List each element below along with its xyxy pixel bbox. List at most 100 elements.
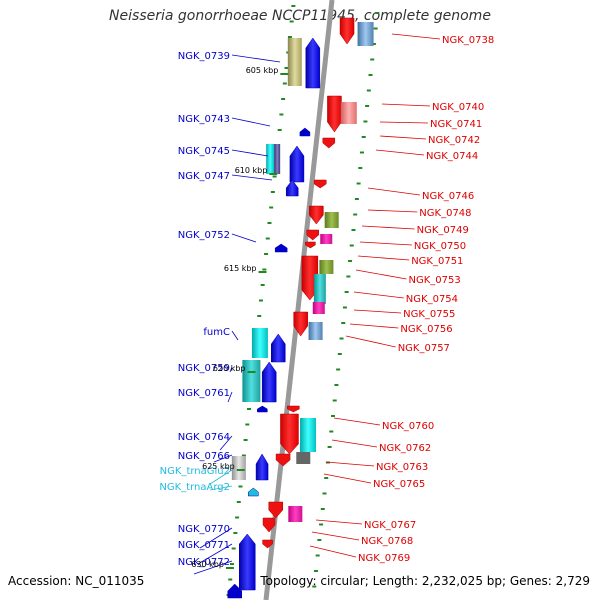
forward-gene-block xyxy=(266,144,275,174)
reverse-gene-block xyxy=(308,322,323,340)
reverse-gene-arrow xyxy=(287,405,300,413)
right-leader-line xyxy=(345,335,396,348)
right-leader-line xyxy=(367,209,418,213)
right-gene-label: NGK_0754 xyxy=(406,294,458,305)
left-leader-line xyxy=(213,454,233,463)
right-leader-line xyxy=(355,269,407,280)
left-gene-label: fumC xyxy=(203,327,230,338)
left-leader-line xyxy=(231,174,273,181)
right-leader-line xyxy=(357,255,410,261)
reverse-gene-block xyxy=(312,302,325,314)
tick-marks xyxy=(226,5,380,596)
forward-gene-arrow xyxy=(261,361,277,403)
right-gene-label: NGK_0757 xyxy=(398,343,450,354)
left-gene-label: NGK_trnaGlu2 xyxy=(160,466,230,477)
right-gene-label: NGK_0740 xyxy=(432,102,484,113)
left-leader-line xyxy=(231,330,239,341)
forward-gene-arrow xyxy=(248,487,259,497)
kbp-label: 615 kbp xyxy=(224,264,257,273)
forward-gene-arrow xyxy=(274,243,288,253)
left-leader-line xyxy=(229,366,233,373)
reverse-gene-arrow xyxy=(275,453,291,467)
left-leader-line xyxy=(209,485,233,491)
reverse-gene-arrow xyxy=(322,137,336,149)
kbp-label: 605 kbp xyxy=(246,66,279,75)
forward-gene-arrow xyxy=(257,405,268,413)
right-gene-label: NGK_0750 xyxy=(414,241,466,252)
left-gene-label: NGK_0771 xyxy=(178,540,230,551)
left-gene-label: NGK_0739 xyxy=(178,51,230,62)
kbp-label: 625 kbp xyxy=(202,462,235,471)
right-gene-label: NGK_0760 xyxy=(382,421,434,432)
forward-gene-arrow xyxy=(227,583,243,599)
left-gene-label: NGK_0745 xyxy=(178,146,230,157)
right-leader-line xyxy=(331,439,378,448)
forward-gene-block xyxy=(231,456,246,480)
right-gene-label: NGK_0769 xyxy=(358,553,410,564)
forward-gene-arrow xyxy=(271,333,286,363)
left-leader-line xyxy=(231,54,281,63)
left-gene-label: NGK_0766 xyxy=(178,451,230,462)
left-leader-line xyxy=(231,149,269,157)
left-gene-label: NGK_trnaArg2 xyxy=(159,482,230,493)
left-leader-line xyxy=(231,117,271,127)
reverse-gene-arrow xyxy=(327,95,342,133)
right-gene-label: NGK_0767 xyxy=(364,520,416,531)
accession-text: Accession: NC_011035 xyxy=(8,574,145,588)
reverse-gene-block xyxy=(320,234,333,244)
position-marks: 605 kbp 610 kbp 615 kbp 620 kbp 625 kbp 630 k… xyxy=(191,66,289,569)
reverse-gene-arrow xyxy=(293,311,308,337)
forward-gene-block xyxy=(242,360,261,402)
reverse-gene-arrow xyxy=(301,255,319,301)
forward-gene-block xyxy=(274,144,281,174)
reverse-gene-arrow xyxy=(306,229,319,241)
topology-text: Topology: circular; Length: 2,232,025 bp… xyxy=(260,574,590,588)
right-leader-line xyxy=(311,531,360,541)
right-leader-line xyxy=(361,225,415,230)
left-leader-line xyxy=(227,391,233,403)
right-gene-label: NGK_0755 xyxy=(403,309,455,320)
reverse-gene-arrow xyxy=(313,179,327,189)
right-gene-label: NGK_0751 xyxy=(411,256,463,267)
reverse-gene-block xyxy=(313,274,326,304)
right-leader-line xyxy=(367,187,421,196)
reverse-gene-block xyxy=(300,418,317,452)
reverse-gene-arrow xyxy=(280,413,299,455)
reverse-gene-block xyxy=(357,22,374,46)
left-gene-label: NGK_0752 xyxy=(178,230,230,241)
reverse-gene-block xyxy=(296,452,311,464)
reverse-gene-arrow xyxy=(262,539,273,549)
right-leader-line xyxy=(353,309,402,314)
right-gene-label: NGK_0765 xyxy=(373,479,425,490)
genome-backbone xyxy=(263,0,335,600)
reverse-gene-arrow xyxy=(339,17,355,45)
map-title: Neisseria gonorrhoeae NCCP11945, complet… xyxy=(109,8,491,24)
forward-gene-arrow xyxy=(255,453,269,481)
kbp-label: 610 kbp xyxy=(235,166,268,175)
right-leader-line xyxy=(325,461,375,467)
left-leader-line xyxy=(231,233,257,243)
forward-gene-arrow xyxy=(299,127,311,137)
left-gene-label: NGK_0747 xyxy=(178,171,230,182)
right-gene-label: NGK_0746 xyxy=(422,191,474,202)
right-leader-line xyxy=(359,241,412,246)
left-gene-label: NGK_0759 xyxy=(178,363,230,374)
right-gene-label: NGK_0753 xyxy=(409,275,461,286)
right-gene-label: NGK_0744 xyxy=(426,151,478,162)
left-leader-line xyxy=(193,560,233,575)
right-leader-line xyxy=(333,417,381,426)
forward-gene-arrow xyxy=(289,145,305,183)
right-leader-line xyxy=(379,135,427,140)
reverse-gene-arrow xyxy=(309,205,324,225)
reverse-gene-block xyxy=(319,260,334,274)
kbp-label: 620 kbp xyxy=(213,364,246,373)
left-gene-label: NGK_0743 xyxy=(178,114,230,125)
right-leader-line xyxy=(381,103,431,107)
right-gene-label: NGK_0741 xyxy=(430,119,482,130)
right-leader-line xyxy=(315,519,363,525)
right-leader-line xyxy=(353,291,404,299)
right-gene-label: NGK_0742 xyxy=(428,135,480,146)
left-leader-line xyxy=(209,469,233,485)
left-leader-line xyxy=(219,435,233,451)
